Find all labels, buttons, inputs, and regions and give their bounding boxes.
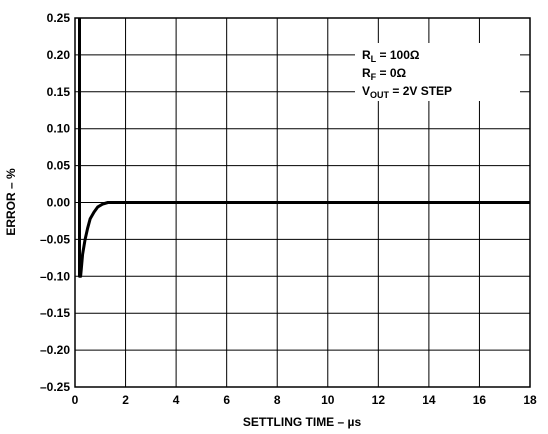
x-tick-label: 6 xyxy=(223,393,230,407)
y-tick-label: 0.25 xyxy=(47,11,71,25)
x-tick-label: 18 xyxy=(523,393,537,407)
y-tick-label: –0.20 xyxy=(40,343,70,357)
annotation-line: VOUT = 2V STEP xyxy=(362,84,452,100)
x-axis-label: SETTLING TIME – µs xyxy=(243,415,362,429)
x-tick-label: 8 xyxy=(274,393,281,407)
y-tick-label: 0.05 xyxy=(47,159,71,173)
y-tick-label: –0.15 xyxy=(40,306,70,320)
plot-frame xyxy=(74,17,531,388)
x-tick-label: 16 xyxy=(473,393,487,407)
x-tick-label: 12 xyxy=(372,393,386,407)
x-tick-label: 0 xyxy=(72,393,79,407)
x-tick-labels: 0 2 4 6 8 10 12 14 16 18 xyxy=(72,393,537,407)
y-tick-label: 0.15 xyxy=(47,85,71,99)
x-tick-label: 10 xyxy=(321,393,335,407)
x-tick-label: 4 xyxy=(173,393,180,407)
y-tick-label: –0.05 xyxy=(40,232,70,246)
y-tick-label: –0.10 xyxy=(40,269,70,283)
y-tick-labels: 0.25 0.20 0.15 0.10 0.05 0.00 –0.05 –0.10 –0.15 –… xyxy=(40,11,70,394)
y-tick-label: 0.00 xyxy=(47,196,71,210)
error-series-line xyxy=(78,18,530,278)
annotation-box: RL = 100Ω RF = 0Ω VOUT = 2V STEP xyxy=(362,48,452,100)
y-tick-label: 0.10 xyxy=(47,122,71,136)
annotation-line: RF = 0Ω xyxy=(362,66,407,82)
y-tick-label: 0.20 xyxy=(47,48,71,62)
y-tick-label: –0.25 xyxy=(40,380,70,394)
annotation-line: RL = 100Ω xyxy=(362,48,420,64)
series-layer xyxy=(78,18,530,278)
x-tick-label: 2 xyxy=(122,393,129,407)
x-tick-label: 14 xyxy=(422,393,436,407)
y-axis-label: ERROR – % xyxy=(4,168,18,236)
annotation-background xyxy=(355,43,520,101)
